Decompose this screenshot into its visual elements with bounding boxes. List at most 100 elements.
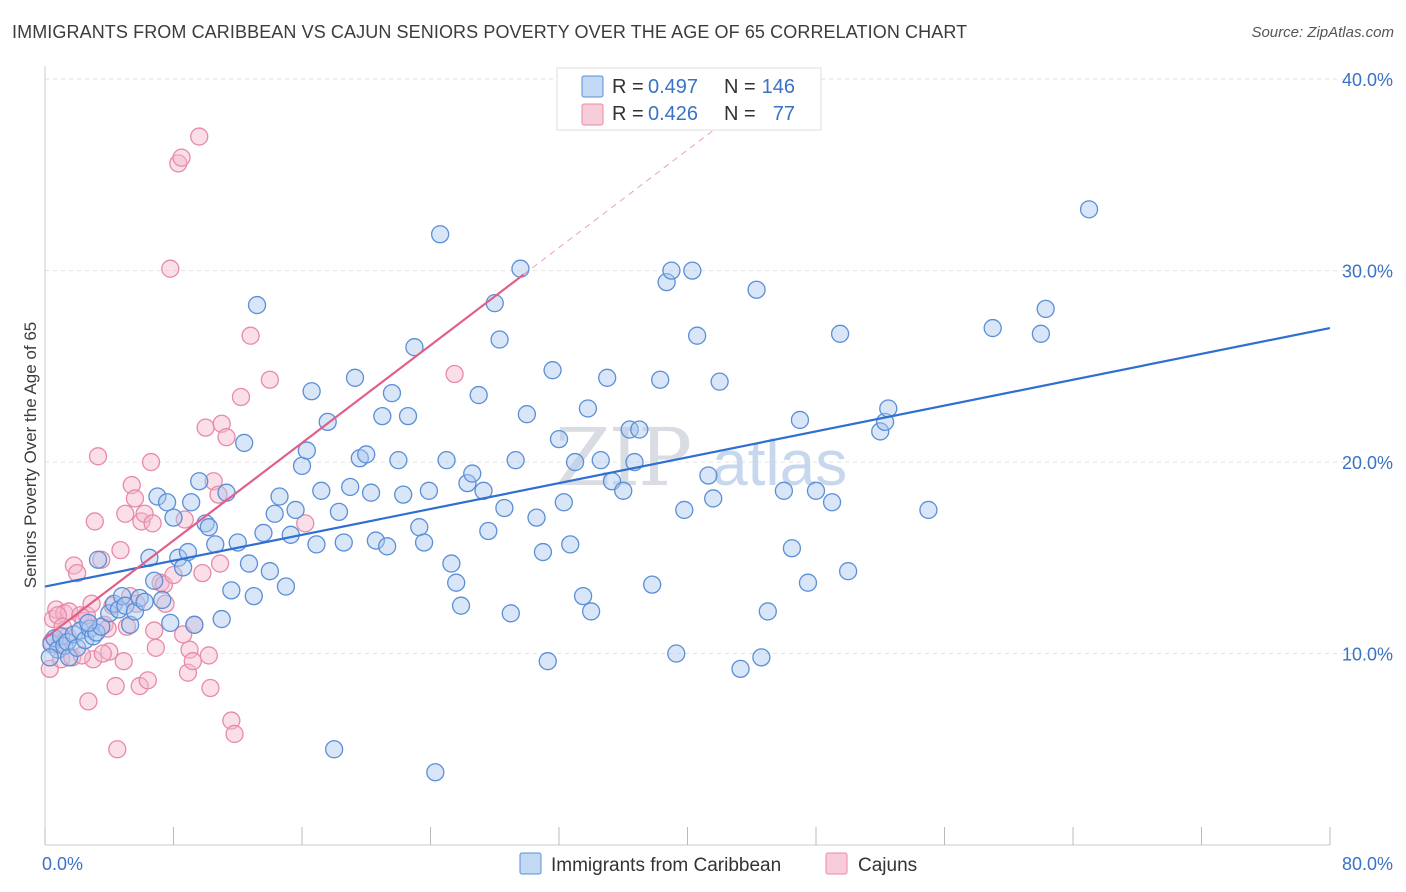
caribbean-point-119 <box>657 272 676 292</box>
caribbean-point-53 <box>276 577 296 596</box>
cajuns-point-76 <box>210 554 230 573</box>
axes <box>44 66 1331 846</box>
caribbean-point-80 <box>419 481 439 500</box>
caribbean-point-59 <box>307 535 326 554</box>
caribbean-point-125 <box>699 466 718 485</box>
cajuns-point-64 <box>241 326 260 345</box>
caribbean-point-111 <box>598 368 617 387</box>
stats-legend: R = 0.497 N = 146 R = 0.426 N = 77 <box>556 67 822 131</box>
cajuns-point-48 <box>178 663 198 682</box>
cajuns-point-41 <box>154 575 174 594</box>
caribbean-point-72 <box>377 537 397 556</box>
legend-r-label-2: R = <box>612 103 644 125</box>
caribbean-point-133 <box>782 539 802 558</box>
caribbean-point-86 <box>451 596 471 615</box>
caribbean-point-75 <box>394 485 413 504</box>
caribbean-point-104 <box>554 493 573 512</box>
caribbean-point-122 <box>675 500 694 520</box>
caribbean-point-97 <box>511 259 530 278</box>
caribbean-point-101 <box>538 652 557 671</box>
caribbean-point-84 <box>442 554 461 573</box>
caribbean-point-21 <box>120 615 140 634</box>
series-swatch-cajuns <box>825 852 848 875</box>
caribbean-point-31 <box>164 508 183 527</box>
legend-n-label-2: N = <box>724 103 756 125</box>
caribbean-point-107 <box>573 586 593 606</box>
cajuns-point-28 <box>116 504 135 523</box>
cajuns-point-39 <box>146 638 165 657</box>
cajuns-point-62 <box>225 724 244 744</box>
grid <box>45 78 1392 655</box>
cajuns-point-30 <box>122 475 141 495</box>
caribbean-point-45 <box>235 433 254 453</box>
caribbean-point-88 <box>463 464 482 483</box>
series-swatch-caribbean <box>519 852 542 875</box>
watermark: ZIP atlas <box>555 411 847 504</box>
caribbean-point-68 <box>357 445 376 464</box>
x-tick-label-0: 0.0% <box>42 854 83 874</box>
cajuns-point-17 <box>85 512 104 531</box>
caribbean-point-96 <box>506 451 525 470</box>
caribbean-point-63 <box>329 502 349 522</box>
caribbean-point-106 <box>565 452 585 472</box>
caribbean-point-135 <box>798 573 818 592</box>
caribbean-point-91 <box>479 521 498 541</box>
caribbean-point-15 <box>88 550 108 569</box>
legend-n-value-1: 146 <box>762 76 795 98</box>
cajuns-point-55 <box>199 646 218 665</box>
caribbean-point-49 <box>254 523 273 543</box>
cajuns-point-26 <box>111 540 130 560</box>
caribbean-point-109 <box>581 602 601 621</box>
caribbean-point-55 <box>286 500 305 520</box>
y-tick-labels: 10.0% 20.0% 30.0% 40.0% <box>1342 70 1393 664</box>
y-axis-label: Seniors Poverty Over the Age of 65 <box>21 322 40 588</box>
caribbean-point-137 <box>822 493 842 512</box>
caribbean-point-102 <box>543 361 562 380</box>
cajuns-point-54 <box>196 418 215 437</box>
caribbean-point-20 <box>116 596 135 615</box>
caribbean-point-51 <box>265 504 284 523</box>
cajuns-point-69 <box>48 606 67 625</box>
legend-r-value-1: 0.497 <box>648 76 698 98</box>
caribbean-point-138 <box>830 324 850 343</box>
caribbean-point-57 <box>297 441 316 460</box>
caribbean-point-66 <box>345 368 365 387</box>
caribbean-point-37 <box>190 472 209 491</box>
caribbean-point-52 <box>270 487 289 506</box>
caribbean-point-87 <box>458 473 477 493</box>
chart-title: IMMIGRANTS FROM CARIBBEAN VS CAJUN SENIO… <box>12 22 968 42</box>
cajuns-point-22 <box>100 642 119 661</box>
cajuns-point-25 <box>108 740 127 759</box>
caribbean-point-142 <box>879 399 898 418</box>
x-tick-label-1: 80.0% <box>1342 854 1393 874</box>
cajuns-point-46 <box>172 148 191 167</box>
caribbean-point-19 <box>112 586 132 606</box>
cajuns-trend-line <box>44 273 525 640</box>
cajuns-point-66 <box>296 514 315 533</box>
caribbean-point-29 <box>157 493 177 512</box>
caribbean-point-24 <box>135 592 154 611</box>
cajuns-point-57 <box>204 472 223 491</box>
legend-swatch-pink <box>581 103 604 126</box>
cajuns-point-21 <box>98 619 117 638</box>
source-label: Source: ZipAtlas.com <box>1251 24 1394 41</box>
caribbean-point-30 <box>161 613 180 633</box>
caribbean-point-65 <box>341 477 360 497</box>
caribbean-point-149 <box>79 613 98 633</box>
cajuns-point-10 <box>67 563 87 583</box>
caribbean-point-146 <box>1036 299 1055 319</box>
caribbean-point-114 <box>620 420 639 439</box>
cajuns-point-67 <box>445 364 464 384</box>
legend-r-value-2: 0.426 <box>648 103 698 125</box>
caribbean-point-82 <box>430 225 450 244</box>
caribbean-point-22 <box>125 602 145 621</box>
caribbean-point-47 <box>244 586 263 606</box>
cajuns-point-65 <box>260 370 280 389</box>
caribbean-point-85 <box>447 573 466 592</box>
caribbean-point-93 <box>490 330 509 349</box>
caribbean-point-42 <box>217 483 236 502</box>
caribbean-point-77 <box>405 338 424 357</box>
cajuns-point-60 <box>217 428 236 447</box>
legend-n-value-2: 77 <box>773 103 795 125</box>
legend-r-label-1: R = <box>612 76 644 98</box>
